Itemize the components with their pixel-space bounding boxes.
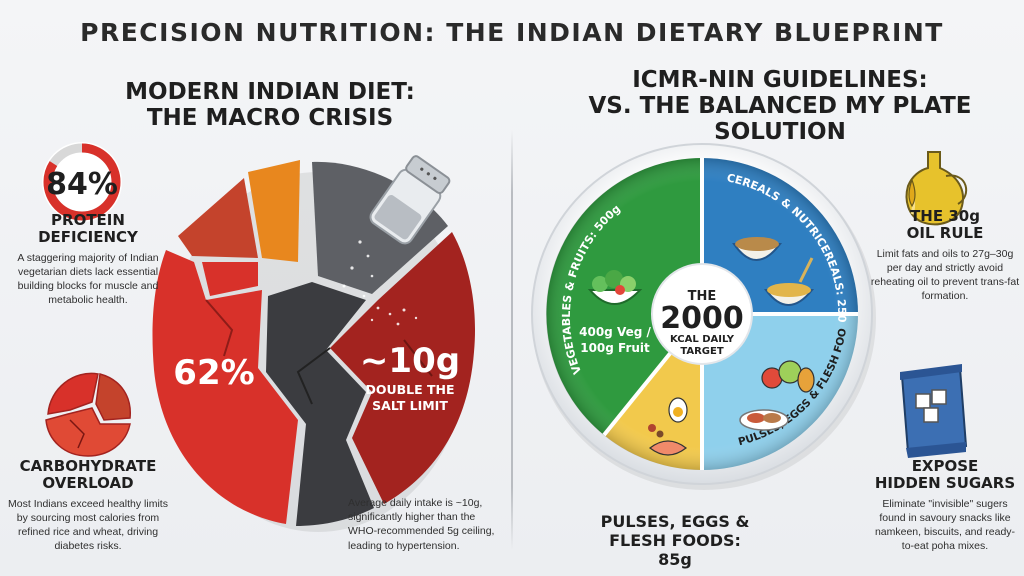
my-plate: THE 2000 KCAL DAILY TARGET 400g Veg / 10… xyxy=(531,143,876,490)
sugar-title-line: HIDDEN SUGARS xyxy=(874,474,1016,493)
oil-title: THE 30g OIL RULE xyxy=(870,207,1020,243)
protein-title: PROTEIN DEFICIENCY xyxy=(8,211,168,247)
left-section-title: MODERN INDIAN DIET: THE MACRO CRISIS xyxy=(80,79,460,132)
orange-shard xyxy=(248,160,300,262)
carb-title-line: CARBOHYDRATE xyxy=(19,457,157,475)
sugar-title-line: EXPOSE xyxy=(911,457,979,475)
carb-description: Most Indians exceed healthy limits by so… xyxy=(8,497,168,553)
title-banner: PRECISION NUTRITION: THE INDIAN DIETARY … xyxy=(0,0,1024,64)
oil-title-line: OIL RULE xyxy=(906,224,984,243)
pulses-label-line: PULSES, EGGS & xyxy=(600,512,750,531)
center-the: THE xyxy=(688,289,717,304)
protein-callout: PROTEIN DEFICIENCY A staggering majority… xyxy=(8,211,168,307)
sugar-title: EXPOSE HIDDEN SUGARS xyxy=(870,457,1020,493)
salt-label-line: DOUBLE THE xyxy=(365,382,454,397)
center-line2: TARGET xyxy=(680,346,724,357)
sugar-callout: EXPOSE HIDDEN SUGARS Eliminate "invisibl… xyxy=(870,457,1020,553)
carb-value: 62% xyxy=(173,353,254,393)
salt-shard xyxy=(330,232,476,504)
protein-description: A staggering majority of Indian vegetari… xyxy=(17,251,159,307)
right-title-line: ICMR-NIN GUIDELINES: xyxy=(632,67,928,93)
broken-plate-icon xyxy=(45,372,131,457)
oil-callout: THE 30g OIL RULE Limit fats and oils to … xyxy=(870,207,1020,303)
salad-bowl-icon xyxy=(587,270,643,305)
carb-title-line: OVERLOAD xyxy=(42,474,134,493)
red-wedge xyxy=(202,262,258,296)
veg-inner-line: 100g Fruit xyxy=(580,341,650,355)
right-title-line: SOLUTION xyxy=(714,118,846,145)
right-title-line: VS. THE BALANCED MY PLATE xyxy=(588,92,972,119)
salt-description: Average daily intake is ~10g, significan… xyxy=(348,497,495,552)
protein-ring-arc xyxy=(43,143,121,221)
oil-description: Limit fats and oils to 27g–30g per day a… xyxy=(870,247,1020,303)
protein-title-line: PROTEIN xyxy=(51,211,125,229)
left-title-line: MODERN INDIAN DIET: xyxy=(125,79,415,105)
egg-fish-icon xyxy=(648,397,688,456)
salt-shaker-icon xyxy=(369,155,451,245)
right-section-title: ICMR-NIN GUIDELINES: VS. THE BALANCED MY… xyxy=(560,67,1000,145)
charcoal-shard xyxy=(266,282,374,526)
protein-ring: 84% xyxy=(42,142,122,222)
pulses-bottom-label: PULSES, EGGS & FLESH FOODS: 85g xyxy=(590,512,760,570)
sugar-description: Eliminate "invisible" sugers found in sa… xyxy=(874,497,1016,553)
carb-shard xyxy=(152,250,298,524)
carb-callout: CARBOHYDRATE OVERLOAD Most Indians excee… xyxy=(8,457,168,553)
protein-value: 84% xyxy=(46,167,118,202)
protein-title-line: DEFICIENCY xyxy=(38,228,138,247)
section-divider xyxy=(511,130,513,550)
salt-value: ~10g xyxy=(360,341,460,381)
pulses-label-line: FLESH FOODS: 85g xyxy=(609,531,741,570)
brick-shard xyxy=(178,178,258,258)
center-number: 2000 xyxy=(660,301,744,336)
grain-bowl-icon xyxy=(732,237,815,306)
salt-label-line: SALT LIMIT xyxy=(372,398,448,413)
main-title: PRECISION NUTRITION: THE INDIAN DIETARY … xyxy=(80,17,944,47)
center-line1: KCAL DAILY xyxy=(670,334,735,345)
carb-title: CARBOHYDRATE OVERLOAD xyxy=(8,457,168,493)
left-title-line: THE MACRO CRISIS xyxy=(146,104,394,131)
sugar-packet-icon xyxy=(900,364,968,458)
oil-bottle-icon xyxy=(905,151,968,226)
fruits-icon xyxy=(739,360,815,431)
oil-title-line: THE 30g xyxy=(910,207,980,225)
veg-inner-line: 400g Veg / xyxy=(579,325,651,339)
